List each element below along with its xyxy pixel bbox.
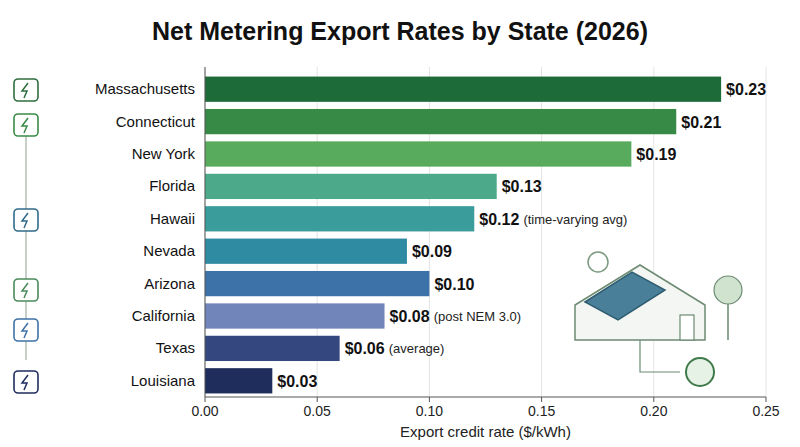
category-label: New York: [132, 145, 196, 162]
data-label: $0.10: [434, 276, 474, 293]
category-label: Connecticut: [116, 113, 196, 130]
tick-mark: [205, 397, 206, 402]
tick-label: 0.25: [752, 403, 779, 419]
house-illustration: [575, 252, 742, 386]
tick-label: 0.05: [304, 403, 331, 419]
category-label: Florida: [149, 177, 196, 194]
tick-mark: [429, 397, 430, 402]
bar: [205, 141, 631, 166]
data-label: $0.19: [636, 146, 676, 163]
tick-mark: [541, 397, 542, 402]
annotation: (average): [389, 341, 445, 356]
tick-label: 0.10: [416, 403, 443, 419]
grid-line: [205, 67, 206, 397]
icon: [14, 209, 38, 231]
icon-bolt: [22, 213, 28, 228]
bar: [205, 368, 272, 393]
icon-bolt: [22, 118, 28, 133]
x-axis-line: [205, 397, 766, 398]
tick-label: 0.15: [528, 403, 555, 419]
solar-panel: [585, 272, 665, 320]
data-label: $0.09: [412, 243, 452, 260]
page: {"chart_data": {"type": "bar", "orientat…: [0, 0, 800, 447]
y-axis-line: [205, 67, 206, 397]
category-label: Louisiana: [131, 372, 196, 389]
wire: [640, 340, 680, 372]
grid-line: [766, 67, 767, 397]
chart-container: Net Metering Export Rates by State (2026…: [0, 0, 800, 447]
tree-trunk: [727, 304, 729, 340]
tick-mark: [766, 397, 767, 402]
bar: [205, 303, 385, 328]
tick-mark: [317, 397, 318, 402]
x-axis-title: Export credit rate ($/kWh): [400, 423, 571, 440]
tick-label: 0.00: [191, 403, 218, 419]
tree: [714, 276, 742, 304]
bar: [205, 239, 407, 264]
data-label: $0.03: [277, 373, 317, 390]
category-label: California: [132, 307, 196, 324]
labels: Massachusetts $0.23 Connecticut $0.21 New Yo…: [95, 80, 766, 390]
side-icons: [14, 79, 38, 393]
grid: [205, 67, 766, 397]
door: [680, 315, 694, 340]
bars: [205, 77, 721, 394]
data-label: $0.06: [345, 340, 385, 357]
data-label: $0.13: [502, 178, 542, 195]
data-label: $0.23: [726, 81, 766, 98]
icon: [14, 79, 38, 101]
icon-bolt: [22, 83, 28, 98]
icon-bolt: [22, 283, 28, 298]
bar: [205, 109, 676, 134]
icon: [14, 279, 38, 301]
icon-bolt: [22, 323, 28, 338]
bar: [205, 271, 429, 296]
chart-svg: Net Metering Export Rates by State (2026…: [0, 0, 800, 447]
icon: [14, 319, 38, 341]
data-label: $0.08: [390, 308, 430, 325]
icon-bolt: [22, 375, 28, 390]
bar: [205, 77, 721, 102]
bar: [205, 336, 340, 361]
annotation: (post NEM 3.0): [434, 309, 521, 324]
category-label: Texas: [156, 339, 195, 356]
icon: [14, 114, 38, 136]
bar: [205, 174, 497, 199]
data-label: $0.21: [681, 114, 721, 131]
data-label: $0.12: [479, 211, 519, 228]
category-label: Nevada: [143, 242, 195, 259]
bar: [205, 206, 474, 231]
tick-label: 0.20: [640, 403, 667, 419]
icon: [14, 371, 38, 393]
tick-mark: [653, 397, 654, 402]
coin: [686, 358, 714, 386]
category-label: Massachusetts: [95, 80, 195, 97]
chart-title: Net Metering Export Rates by State (2026…: [152, 17, 648, 45]
category-label: Hawaii: [150, 210, 195, 227]
house-body: [575, 265, 705, 340]
sun: [588, 252, 608, 272]
category-label: Arizona: [144, 275, 196, 292]
annotation: (time-varying avg): [523, 212, 627, 227]
